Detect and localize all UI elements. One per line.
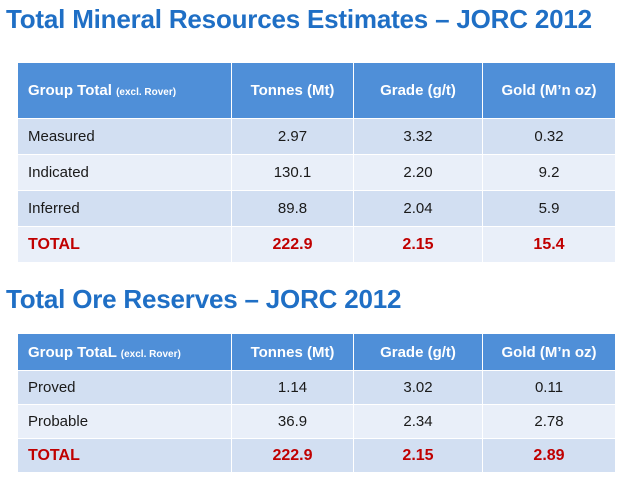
ore-reserves-table: Group TotaL (excl. Rover) Tonnes (Mt) Gr… xyxy=(17,333,616,473)
row-tonnes: 1.14 xyxy=(231,370,354,405)
table-header-row: Group TotaL (excl. Rover) Tonnes (Mt) Gr… xyxy=(17,333,616,371)
row-tonnes: 89.8 xyxy=(231,190,354,227)
total-grade: 2.15 xyxy=(353,438,483,473)
table-row: Proved 1.14 3.02 0.11 xyxy=(17,370,616,405)
total-row: TOTAL 222.9 2.15 2.89 xyxy=(17,438,616,473)
row-gold: 0.11 xyxy=(482,370,616,405)
table-row: Indicated 130.1 2.20 9.2 xyxy=(17,154,616,191)
row-category: Probable xyxy=(17,404,232,439)
total-label: TOTAL xyxy=(17,438,232,473)
total-tonnes: 222.9 xyxy=(231,226,354,263)
total-grade: 2.15 xyxy=(353,226,483,263)
row-category: Proved xyxy=(17,370,232,405)
row-category: Inferred xyxy=(17,190,232,227)
total-row: TOTAL 222.9 2.15 15.4 xyxy=(17,226,616,263)
row-grade: 3.32 xyxy=(353,118,483,155)
row-grade: 2.20 xyxy=(353,154,483,191)
header-group-total-label: Group Total xyxy=(28,82,112,99)
header-gold: Gold (M’n oz) xyxy=(482,333,616,371)
row-gold: 0.32 xyxy=(482,118,616,155)
table-row: Measured 2.97 3.32 0.32 xyxy=(17,118,616,155)
mineral-resources-table: Group Total (excl. Rover) Tonnes (Mt) Gr… xyxy=(17,62,616,263)
header-group-total-label: Group TotaL xyxy=(28,343,117,361)
header-group-note: (excl. Rover) xyxy=(116,87,177,98)
header-group-total: Group TotaL (excl. Rover) xyxy=(17,333,232,371)
row-grade: 2.34 xyxy=(353,404,483,439)
row-gold: 9.2 xyxy=(482,154,616,191)
row-tonnes: 36.9 xyxy=(231,404,354,439)
header-tonnes: Tonnes (Mt) xyxy=(231,62,354,119)
table-row: Inferred 89.8 2.04 5.9 xyxy=(17,190,616,227)
total-gold: 2.89 xyxy=(482,438,616,473)
table-header-row: Group Total (excl. Rover) Tonnes (Mt) Gr… xyxy=(17,62,616,119)
row-tonnes: 2.97 xyxy=(231,118,354,155)
header-grade: Grade (g/t) xyxy=(353,333,483,371)
header-grade: Grade (g/t) xyxy=(353,62,483,119)
header-group-note: (excl. Rover) xyxy=(120,348,181,360)
row-gold: 5.9 xyxy=(482,190,616,227)
header-gold: Gold (M’n oz) xyxy=(482,62,616,119)
total-label: TOTAL xyxy=(17,226,232,263)
row-category: Indicated xyxy=(17,154,232,191)
total-tonnes: 222.9 xyxy=(231,438,354,473)
mineral-resources-title: Total Mineral Resources Estimates – JORC… xyxy=(6,4,592,34)
ore-reserves-title: Total Ore Reserves – JORC 2012 xyxy=(6,284,402,314)
row-category: Measured xyxy=(17,118,232,155)
row-gold: 2.78 xyxy=(482,404,616,439)
row-tonnes: 130.1 xyxy=(231,154,354,191)
header-group-total: Group Total (excl. Rover) xyxy=(17,62,232,119)
header-tonnes: Tonnes (Mt) xyxy=(231,333,354,371)
total-gold: 15.4 xyxy=(482,226,616,263)
row-grade: 2.04 xyxy=(353,190,483,227)
table-row: Probable 36.9 2.34 2.78 xyxy=(17,404,616,439)
row-grade: 3.02 xyxy=(353,370,483,405)
